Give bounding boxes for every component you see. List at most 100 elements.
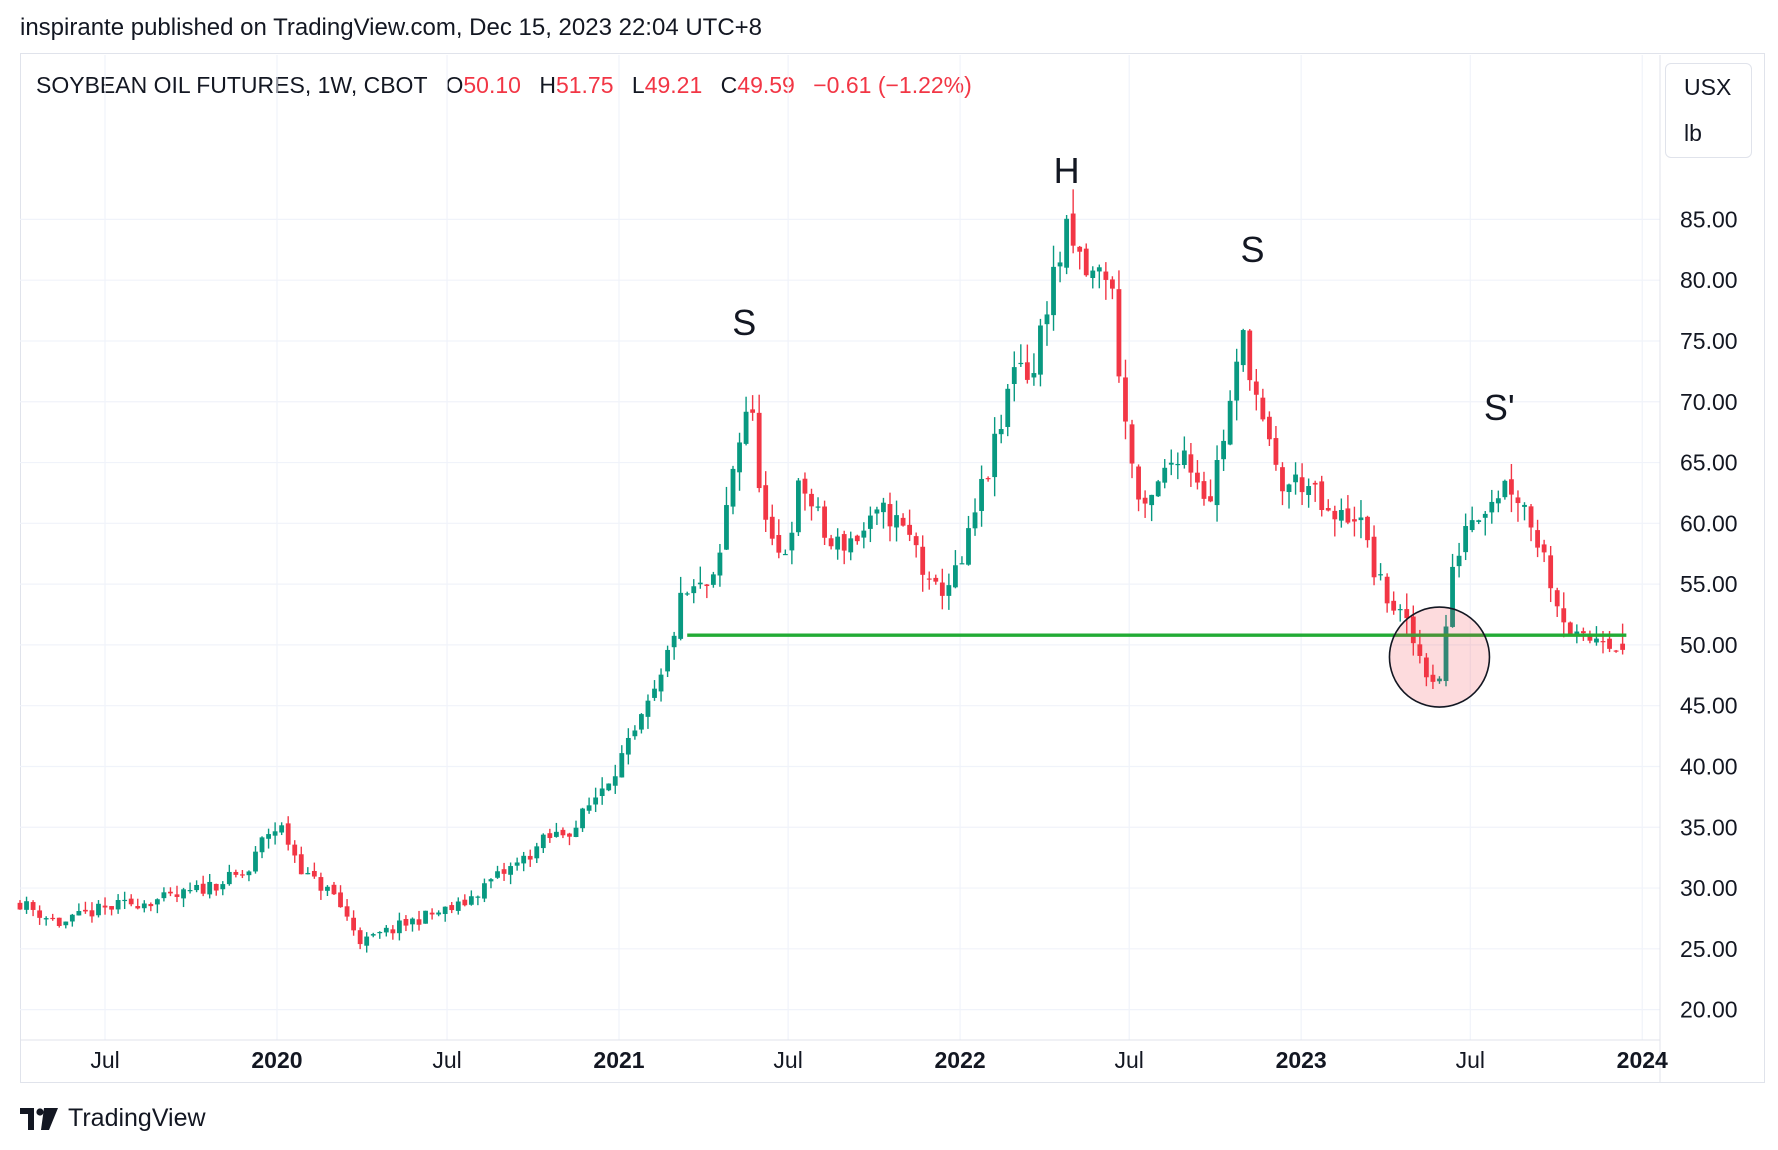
candle-up — [253, 846, 258, 874]
candle-body — [63, 921, 69, 926]
candle-body — [37, 910, 43, 918]
candle-up — [24, 896, 29, 914]
candle-body — [96, 903, 101, 916]
candle-body — [436, 912, 442, 915]
candle-up — [639, 713, 644, 734]
candle-body — [606, 783, 612, 791]
candle-body — [1338, 509, 1344, 521]
candle-body — [567, 833, 572, 837]
candle-up — [410, 917, 415, 932]
candle-up — [436, 910, 442, 917]
candle-up — [468, 890, 474, 906]
candle-body — [462, 899, 468, 906]
candle-down — [135, 898, 141, 910]
candle-up — [377, 931, 383, 939]
candle-body — [678, 592, 684, 639]
candle-up — [697, 566, 703, 589]
candle-up — [1489, 489, 1495, 524]
candle-down — [1430, 664, 1436, 689]
candle-body — [881, 502, 886, 513]
candle-up — [1096, 264, 1102, 289]
candle-up — [1293, 462, 1298, 495]
candle-down — [926, 571, 932, 590]
candle-up — [154, 898, 160, 914]
candle-up — [495, 865, 500, 879]
candle-body — [390, 929, 396, 934]
candle-body — [1352, 519, 1357, 522]
candle-down — [1201, 471, 1207, 506]
y-tick-label: 55.00 — [1680, 571, 1738, 597]
candle-down — [933, 574, 939, 585]
candle-body — [521, 855, 527, 864]
candle-down — [704, 583, 710, 599]
y-tick-label: 30.00 — [1680, 875, 1738, 901]
candle-body — [423, 910, 428, 924]
candle-body — [161, 892, 167, 899]
candle-body — [822, 506, 827, 538]
footer-brand: TradingView — [20, 1104, 206, 1133]
candle-down — [1391, 591, 1397, 615]
candle-body — [527, 855, 533, 860]
candle-up — [1005, 384, 1011, 437]
high-label: H — [539, 72, 556, 98]
candle-body — [992, 433, 998, 478]
candle-up — [1443, 614, 1449, 687]
candle-body — [1423, 657, 1429, 678]
chart-legend: SOYBEAN OIL FUTURES, 1W, CBOT O50.10 H51… — [36, 72, 972, 99]
candle-body — [612, 776, 618, 786]
candle-up — [1338, 498, 1344, 528]
candle-up — [220, 881, 226, 896]
candle-body — [1155, 481, 1161, 497]
candle-up — [730, 465, 736, 515]
candle-up — [1149, 494, 1155, 522]
candle-down — [1332, 505, 1338, 537]
candle-up — [606, 783, 612, 792]
candle-up — [455, 897, 461, 915]
candle-body — [109, 906, 114, 910]
candle-body — [835, 536, 841, 550]
y-tick-label: 65.00 — [1680, 450, 1738, 476]
candle-up — [1522, 502, 1527, 521]
candle-down — [449, 902, 455, 914]
candle-up — [972, 498, 978, 536]
candle-body — [1463, 526, 1469, 553]
candle-body — [429, 912, 435, 915]
candle-down — [1509, 463, 1514, 513]
candle-body — [1253, 381, 1259, 395]
candle-up — [1358, 500, 1364, 539]
candle-down — [841, 530, 847, 565]
candle-up — [364, 932, 370, 953]
symbol-label[interactable]: SOYBEAN OIL FUTURES, 1W, CBOT — [36, 72, 428, 98]
candle-up — [1064, 214, 1070, 275]
candle-up — [992, 417, 998, 497]
candle-body — [1469, 520, 1475, 531]
candle-body — [743, 411, 749, 444]
candle-body — [1011, 367, 1017, 384]
candle-up — [724, 486, 729, 550]
close-label: C — [720, 72, 738, 98]
candle-body — [966, 528, 971, 565]
low-value: 49.21 — [644, 72, 703, 98]
candle-body — [1345, 508, 1351, 523]
candle-body — [913, 536, 919, 546]
unit-selector[interactable]: USX lb — [1665, 63, 1752, 158]
candle-up — [1038, 318, 1043, 387]
candle-body — [377, 931, 383, 934]
candle-up — [442, 906, 448, 922]
candle-body — [338, 892, 343, 908]
candle-body — [1201, 481, 1207, 499]
pattern-annotation-1: S — [732, 302, 756, 343]
candle-up — [521, 851, 527, 872]
candle-down — [1195, 460, 1200, 490]
candle-body — [1613, 650, 1619, 652]
candle-body — [1306, 486, 1312, 495]
candle-body — [737, 442, 742, 473]
candle-body — [1312, 482, 1318, 485]
candle-body — [1404, 609, 1410, 619]
candle-up — [1378, 563, 1383, 581]
candle-body — [933, 577, 939, 582]
candle-body — [854, 535, 860, 542]
candle-down — [750, 395, 756, 421]
candle-up — [1495, 490, 1501, 513]
